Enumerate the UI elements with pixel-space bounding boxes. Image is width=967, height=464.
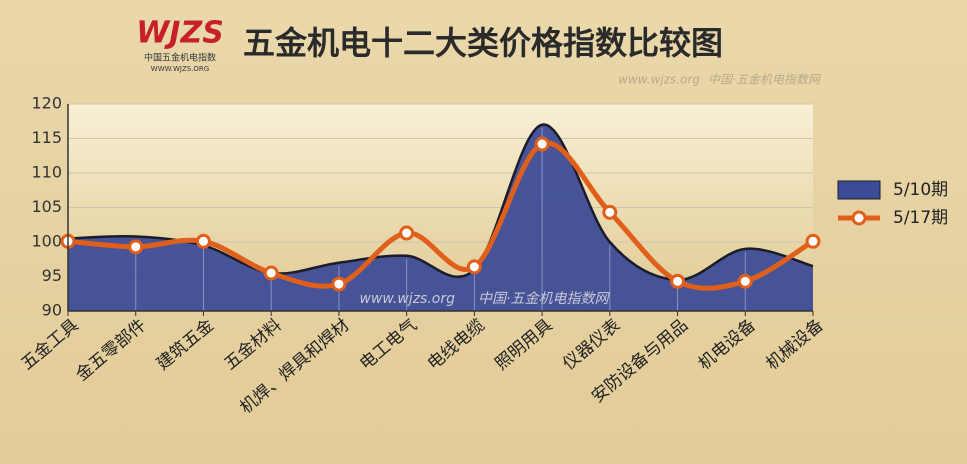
legend-swatch <box>851 210 867 226</box>
y-tick-label: 115 <box>31 128 62 147</box>
legend-swatch <box>837 180 881 200</box>
y-tick-label: 100 <box>31 232 62 251</box>
point <box>331 276 347 292</box>
watermark-site: 中国·五金机电指数网 <box>478 291 610 307</box>
point <box>805 233 821 249</box>
point <box>128 239 144 255</box>
logo-mark: WJZS <box>136 16 224 51</box>
y-tick-label: 95 <box>42 266 62 285</box>
watermark-site: 中国·五金机电指数网 <box>708 73 822 87</box>
legend-label: 5/10期 <box>893 180 948 200</box>
point <box>737 273 753 289</box>
y-tick-label: 105 <box>31 197 62 216</box>
point <box>399 225 415 241</box>
point <box>602 204 618 220</box>
point <box>670 273 686 289</box>
watermark-url: www.wjzs.org <box>359 291 455 307</box>
watermark-url: www.wjzs.org <box>618 73 700 87</box>
point <box>534 136 550 152</box>
chart-title: 五金机电十二大类价格指数比较图 <box>243 24 723 62</box>
logo-name: 中国五金机电指数 <box>144 52 216 64</box>
y-tick-label: 90 <box>42 301 62 320</box>
point <box>263 265 279 281</box>
legend-label: 5/17期 <box>893 208 948 228</box>
point <box>466 259 482 275</box>
y-tick-label: 120 <box>31 94 62 113</box>
y-tick-label: 110 <box>31 163 62 182</box>
logo-url: WWW.WJZS.ORG <box>151 65 209 73</box>
area <box>68 124 813 311</box>
point <box>195 233 211 249</box>
